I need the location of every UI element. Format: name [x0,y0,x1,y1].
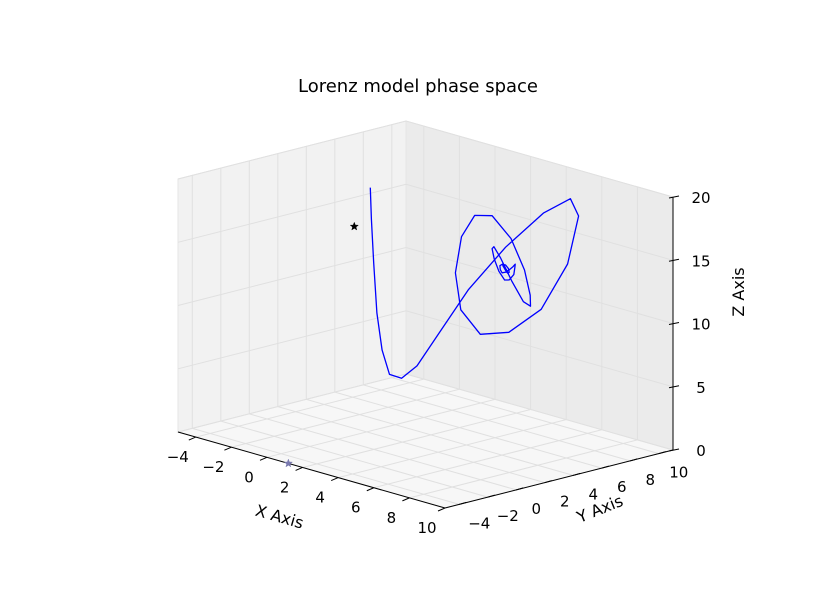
x-tick [224,446,232,451]
x-tick [402,497,410,502]
x-tick-label: 0 [244,468,254,486]
y-tick [459,501,467,505]
z-tick [668,322,680,325]
z-tick-label: 5 [696,379,706,397]
z-tick-label: 0 [696,442,706,460]
z-gridline [177,310,674,388]
y-tick-label: 6 [617,478,627,496]
x-tick-label: −2 [202,458,224,476]
y-tick-label: 0 [531,500,541,518]
x-tick [437,507,446,512]
z-axis-label: Z Axis [729,267,748,316]
plot-markers [283,221,359,468]
z-tick-label: 10 [691,316,710,334]
y-tick-label: 2 [560,493,570,511]
x-tick [259,456,268,461]
x-tick-label: −4 [167,448,189,466]
y-tick-label: 10 [669,464,688,482]
y-tick-label: 4 [588,485,598,503]
y-tick [544,480,552,484]
x-tick [188,436,196,441]
z-tick [668,448,680,452]
x-tick-label: 10 [417,519,436,537]
z-tick [668,195,680,199]
x-axis-line [177,431,446,509]
x-tick-label: 2 [280,478,290,496]
z-tick [668,385,680,389]
y-tick [487,494,495,498]
y-tick [573,472,581,476]
z-gridline [177,246,674,324]
z-tick-label: 20 [691,189,710,207]
y-tick-label: 8 [645,471,655,489]
series-line-1 [369,187,580,379]
z-tick-label: 15 [691,252,710,270]
y-tick-label: −2 [497,507,519,525]
x-tick [295,467,303,471]
star-marker-1 [349,221,359,231]
chart-title: Lorenz model phase space [298,76,538,97]
x-tick-label: 4 [315,489,325,507]
y-tick [601,465,609,469]
x-tick [331,477,339,482]
x-tick-label: 8 [387,509,397,527]
y-tick [630,458,638,462]
y-tick [658,451,666,455]
z-gridline [177,120,674,198]
x-tick-label: 6 [351,499,361,517]
y-tick-label: −4 [468,514,490,532]
x-tick [366,487,374,492]
y-tick [516,487,524,491]
plot-series [369,187,580,379]
z-gridline [177,183,674,261]
z-tick [668,258,680,262]
star-marker-2 [283,458,294,468]
